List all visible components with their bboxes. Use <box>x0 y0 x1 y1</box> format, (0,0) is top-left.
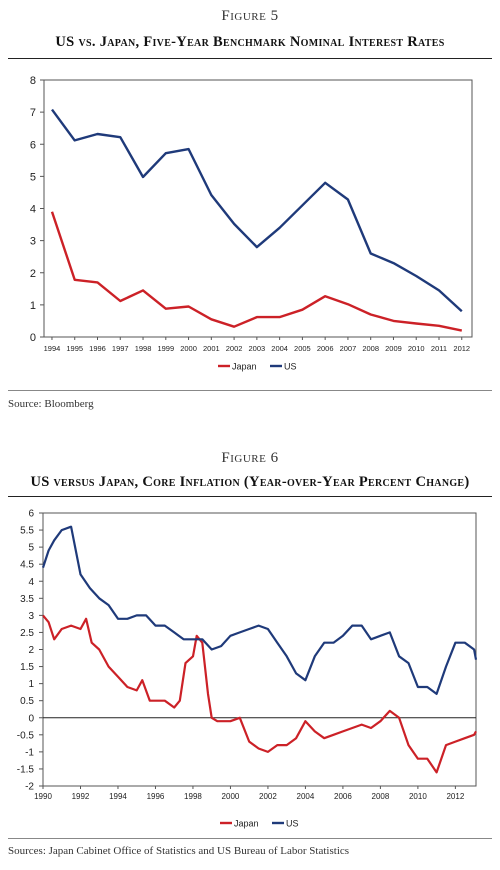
x-tick-label: 1999 <box>157 344 174 353</box>
y-tick-label: -1.5 <box>17 764 35 775</box>
y-tick-label: 8 <box>30 75 36 87</box>
y-tick-label: 1.5 <box>20 662 34 673</box>
x-tick-label: 1994 <box>109 792 127 801</box>
y-tick-label: 4.5 <box>20 560 34 571</box>
figure5-source: Source: Bloomberg <box>8 398 94 410</box>
x-tick-label: 2007 <box>340 344 357 353</box>
x-tick-label: 2011 <box>431 344 447 353</box>
x-tick-label: 1990 <box>34 792 52 801</box>
x-tick-label: 1996 <box>147 792 165 801</box>
y-tick-label: 2 <box>28 645 34 656</box>
x-tick-label: 2010 <box>409 792 427 801</box>
y-tick-label: 3 <box>30 236 36 248</box>
y-tick-label: 3 <box>28 611 34 622</box>
figure5-chart: 0 1 2 3 4 5 6 7 8 1994 1995 1996 1997 1998 1999 2000 200… <box>30 75 473 372</box>
x-tick-label: 2001 <box>203 344 220 353</box>
x-tick-label: 2009 <box>385 344 402 353</box>
x-tick-label: 2000 <box>180 344 197 353</box>
y-tick-label: -2 <box>25 782 34 793</box>
legend-label-us: US <box>286 819 299 829</box>
legend-label-japan: Japan <box>234 819 259 829</box>
y-tick-label: 5 <box>30 171 36 183</box>
x-tick-label: 1996 <box>89 344 106 353</box>
y-tick-label: 0 <box>30 332 36 344</box>
figure5-title: US vs. Japan, Five-Year Benchmark Nomina… <box>55 34 445 50</box>
x-tick-label: 2006 <box>334 792 352 801</box>
y-tick-label: 0 <box>28 713 34 724</box>
x-tick-label: 2010 <box>408 344 425 353</box>
plot-frame <box>43 79 473 338</box>
series-line-us <box>51 108 463 313</box>
x-tick-label: 2006 <box>317 344 334 353</box>
plot-frame <box>42 512 477 787</box>
figure5-bottom-rule <box>8 390 492 391</box>
y-tick-label: 5 <box>28 543 34 554</box>
series-line-japan <box>50 211 463 332</box>
legend-label-us: US <box>284 362 297 372</box>
x-tick-label: 2002 <box>226 344 243 353</box>
x-tick-label: 1997 <box>112 344 129 353</box>
series-line-japan <box>42 614 477 774</box>
x-tick-label: 2004 <box>297 792 315 801</box>
y-tick-label: -1 <box>25 747 34 758</box>
x-tick-label: 1998 <box>135 344 152 353</box>
series-line-us <box>41 525 478 695</box>
x-tick-label: 2005 <box>294 344 311 353</box>
figure5-label: Figure 5 <box>221 8 279 24</box>
x-tick-label: 1998 <box>184 792 202 801</box>
x-tick-label: 2008 <box>372 792 390 801</box>
y-tick-label: 7 <box>30 107 36 119</box>
y-tick-label: -0.5 <box>17 730 35 741</box>
y-tick-label: 1 <box>30 300 36 312</box>
x-tick-label: 2012 <box>453 344 470 353</box>
x-tick-label: 2002 <box>259 792 277 801</box>
y-tick-label: 2 <box>30 268 36 280</box>
x-tick-label: 2008 <box>362 344 379 353</box>
y-tick-label: 4 <box>28 577 34 588</box>
figure6-chart: -2 -1.5 -1 -0.5 0 0.5 1 1.5 2 2.5 3 3.5 4 4.5 5 5.5 6 199… <box>17 509 478 829</box>
x-tick-label: 2000 <box>222 792 240 801</box>
y-tick-label: 3.5 <box>20 594 34 605</box>
x-tick-label: 1992 <box>72 792 90 801</box>
y-tick-label: 0.5 <box>20 696 34 707</box>
x-tick-label: 2003 <box>249 344 266 353</box>
y-tick-label: 2.5 <box>20 628 34 639</box>
figure6-label: Figure 6 <box>221 450 279 466</box>
y-tick-label: 6 <box>30 139 36 151</box>
x-tick-label: 2012 <box>446 792 464 801</box>
y-tick-label: 6 <box>28 509 34 520</box>
figure6-bottom-rule <box>8 838 492 839</box>
x-tick-label: 1995 <box>66 344 83 353</box>
figure6-title: US versus Japan, Core Inflation (Year-ov… <box>30 474 470 490</box>
figure6-source: Sources: Japan Cabinet Office of Statist… <box>8 845 350 857</box>
y-tick-label: 1 <box>28 679 34 690</box>
figure5-top-rule <box>8 58 492 59</box>
figure6-top-rule <box>8 496 492 497</box>
y-tick-label: 5.5 <box>20 526 34 537</box>
x-tick-label: 1994 <box>44 344 61 353</box>
y-tick-label: 4 <box>30 204 36 216</box>
x-tick-label: 2004 <box>271 344 288 353</box>
legend-label-japan: Japan <box>232 362 257 372</box>
